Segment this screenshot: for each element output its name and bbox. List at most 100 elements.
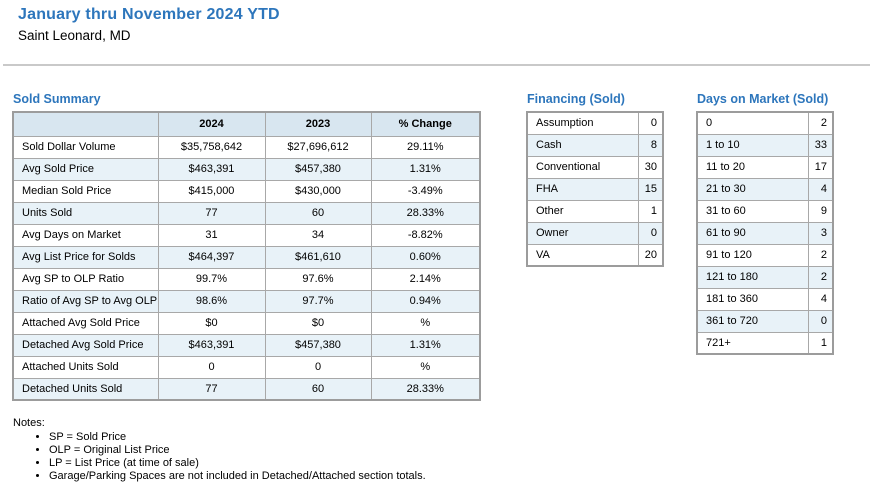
value-2024: $464,397: [157, 245, 266, 269]
sold-summary-heading: Sold Summary: [13, 92, 101, 106]
column-header-2024: 2024: [157, 111, 266, 137]
table-row: Avg Sold Price $463,391 $457,380 1.31%: [12, 157, 481, 181]
row-label: Cash: [526, 133, 639, 157]
sold-summary-table: 2024 2023 % Change Sold Dollar Volume $3…: [12, 111, 481, 401]
row-value: 4: [807, 287, 834, 311]
table-header-row: 2024 2023 % Change: [12, 111, 481, 137]
table-row: Cash 8: [526, 133, 664, 157]
note-item: SP = Sold Price: [49, 432, 426, 443]
table-row: VA 20: [526, 243, 664, 267]
value-pct-change: 29.11%: [370, 135, 481, 159]
row-label: Detached Units Sold: [12, 377, 159, 401]
table-row: Units Sold 77 60 28.33%: [12, 201, 481, 225]
row-label: Attached Avg Sold Price: [12, 311, 159, 335]
row-label: Avg Days on Market: [12, 223, 159, 247]
row-label: Avg SP to OLP Ratio: [12, 267, 159, 291]
value-2023: $27,696,612: [264, 135, 372, 159]
row-label: 61 to 90: [696, 221, 809, 245]
value-2024: $463,391: [157, 333, 266, 357]
value-2024: $463,391: [157, 157, 266, 181]
row-label: 31 to 60: [696, 199, 809, 223]
note-item: LP = List Price (at time of sale): [49, 458, 426, 469]
table-row: Attached Avg Sold Price $0 $0 %: [12, 311, 481, 335]
value-pct-change: -3.49%: [370, 179, 481, 203]
table-row: Owner 0: [526, 221, 664, 245]
table-row: 121 to 180 2: [696, 265, 834, 289]
value-pct-change: %: [370, 311, 481, 335]
row-label: Avg Sold Price: [12, 157, 159, 181]
row-label: FHA: [526, 177, 639, 201]
table-row: 61 to 90 3: [696, 221, 834, 245]
table-row: Sold Dollar Volume $35,758,642 $27,696,6…: [12, 135, 481, 159]
row-label: Units Sold: [12, 201, 159, 225]
value-2023: 97.6%: [264, 267, 372, 291]
sold-summary-section: Sold Summary 2024 2023 % Change Sold Dol…: [12, 92, 481, 401]
value-pct-change: 1.31%: [370, 157, 481, 181]
table-row: 181 to 360 4: [696, 287, 834, 311]
row-label: Conventional: [526, 155, 639, 179]
financing-section: Financing (Sold) Assumption 0 Cash 8 Con…: [526, 92, 664, 267]
row-label: 361 to 720: [696, 309, 809, 333]
table-row: 91 to 120 2: [696, 243, 834, 267]
days-on-market-section: Days on Market (Sold) 0 2 1 to 10 33 11 …: [696, 92, 834, 355]
row-label: Other: [526, 199, 639, 223]
value-2023: $457,380: [264, 333, 372, 357]
value-2024: 99.7%: [157, 267, 266, 291]
row-value: 15: [637, 177, 664, 201]
row-value: 0: [807, 309, 834, 333]
row-label: Assumption: [526, 111, 639, 135]
table-row: 361 to 720 0: [696, 309, 834, 333]
value-2024: 77: [157, 377, 266, 401]
value-pct-change: -8.82%: [370, 223, 481, 247]
days-on-market-heading: Days on Market (Sold): [697, 92, 829, 106]
row-value: 2: [807, 265, 834, 289]
row-value: 8: [637, 133, 664, 157]
value-2023: $457,380: [264, 157, 372, 181]
value-2023: 34: [264, 223, 372, 247]
row-value: 4: [807, 177, 834, 201]
days-on-market-table: 0 2 1 to 10 33 11 to 20 17 21 to 30 4 31…: [696, 111, 834, 355]
page-title: January thru November 2024 YTD: [18, 6, 280, 23]
row-label: Owner: [526, 221, 639, 245]
value-pct-change: 2.14%: [370, 267, 481, 291]
row-label: 21 to 30: [696, 177, 809, 201]
value-2024: 31: [157, 223, 266, 247]
value-2023: 97.7%: [264, 289, 372, 313]
row-label: Median Sold Price: [12, 179, 159, 203]
row-label: 0: [696, 111, 809, 135]
row-value: 30: [637, 155, 664, 179]
table-row: Median Sold Price $415,000 $430,000 -3.4…: [12, 179, 481, 203]
value-2023: $461,610: [264, 245, 372, 269]
value-pct-change: 28.33%: [370, 377, 481, 401]
table-row: Avg Days on Market 31 34 -8.82%: [12, 223, 481, 247]
value-2024: 77: [157, 201, 266, 225]
row-label: Detached Avg Sold Price: [12, 333, 159, 357]
note-item: OLP = Original List Price: [49, 445, 426, 456]
table-row: Avg List Price for Solds $464,397 $461,6…: [12, 245, 481, 269]
header-divider: [3, 64, 870, 66]
row-label: VA: [526, 243, 639, 267]
row-label: 1 to 10: [696, 133, 809, 157]
page-subtitle: Saint Leonard, MD: [18, 28, 131, 43]
value-2024: 98.6%: [157, 289, 266, 313]
value-pct-change: 28.33%: [370, 201, 481, 225]
row-value: 17: [807, 155, 834, 179]
table-row: 11 to 20 17: [696, 155, 834, 179]
value-2024: $35,758,642: [157, 135, 266, 159]
row-label: 91 to 120: [696, 243, 809, 267]
table-row: Detached Units Sold 77 60 28.33%: [12, 377, 481, 401]
value-pct-change: %: [370, 355, 481, 379]
row-label: 721+: [696, 331, 809, 355]
table-row: FHA 15: [526, 177, 664, 201]
row-value: 20: [637, 243, 664, 267]
value-2023: 0: [264, 355, 372, 379]
table-row: 0 2: [696, 111, 834, 135]
table-row: Avg SP to OLP Ratio 99.7% 97.6% 2.14%: [12, 267, 481, 291]
value-2023: 60: [264, 377, 372, 401]
value-2024: $0: [157, 311, 266, 335]
column-header-2023: 2023: [264, 111, 372, 137]
row-label: Attached Units Sold: [12, 355, 159, 379]
row-value: 2: [807, 111, 834, 135]
value-pct-change: 1.31%: [370, 333, 481, 357]
value-2023: $0: [264, 311, 372, 335]
